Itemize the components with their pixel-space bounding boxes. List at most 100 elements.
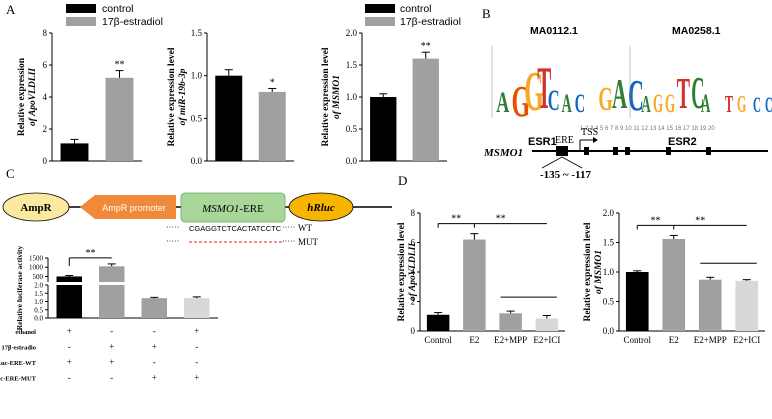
y-axis-label: Relative expression levelof ApoVLDLII [397,222,418,321]
bar-upper [99,266,125,282]
y-tick-label: 8 [43,28,48,38]
x-tick-label: E2 [469,335,479,345]
table-mark: - [68,342,71,352]
panel-label-d: D [398,173,407,188]
x-tick-label: E2 [669,335,679,345]
bar [426,314,450,331]
bar [625,272,649,331]
motif-id-2: MA0258.1 [672,25,721,37]
hrluc-gene [288,192,354,222]
exon [584,147,589,155]
y-tick-label: 0.5 [346,124,358,134]
logo-letter: C [548,84,560,117]
y-axis-label-line2: of MSMO1 [332,75,342,119]
y-tick-label: 2.0 [34,282,43,290]
plasmid-map: AmpR AmpR promoter MSMO1-ERE hRluc ·····… [2,192,392,247]
logo-letter: C [691,67,704,118]
table-mark: + [67,326,72,336]
logo-letter: C [575,88,585,118]
bar [141,298,167,318]
significance-label: ** [421,41,431,52]
y-axis-label-line2: of miR-19b-3p [178,68,188,125]
ere-box [556,146,568,156]
y-tick-label: 4 [43,92,48,102]
table-mark: - [68,373,71,383]
panel-label-a: A [6,2,16,17]
logo-letter: G [512,76,531,126]
msmo1-gene-diagram: MSMO1 ERE TSS -135 ~ -117 [483,127,768,181]
table-mark: + [152,342,157,352]
chart-apovldlii-expression: 0 2 4 6 8 Relative expressionof ApoVLDLII ** [17,28,142,166]
significance-label: ** [651,215,661,226]
significance-label: ** [496,214,506,225]
tss-arrowhead [593,137,598,143]
significance-label: ** [451,214,461,225]
y-tick-label: 500 [33,273,44,281]
motif-logo-esr1: MA0112.1 A G G T C A C G A C 1 2 3 4 5 6… [491,25,715,148]
y-tick-label: 1.5 [191,28,203,38]
x-tick-label: Control [623,335,651,345]
hrluc-label: hRluc [307,202,335,214]
logo-letter: T [677,71,690,119]
x-tick-label: E2+ICI [533,335,560,345]
bar-upper [56,276,82,282]
x-tick-label: Control [424,335,452,345]
legend-a3: control 17β-estradiol [365,3,461,28]
y-tick-label: 1.5 [346,60,358,70]
table-mark: - [195,342,198,352]
table-mark: + [194,373,199,383]
y-tick-label: 1.5 [34,290,43,298]
logo-letter: C [765,93,772,117]
legend-label-control: control [400,3,432,15]
ampr-gene [2,192,70,222]
bar [463,239,486,331]
bar-lower [56,285,82,318]
y-axis-label: Relative expressionof ApoVLDLII [17,57,38,136]
exon [625,147,630,155]
y-axis-label: Relative expression levelof miR-19b-3p [167,47,188,146]
gene-name: MSMO1 [483,147,523,159]
table-mark: + [109,357,114,367]
logo-letter: A [496,87,509,120]
bar [60,143,89,161]
ampr-label: AmpR [20,202,52,214]
mut-dots-right: ····· [282,237,295,246]
bar [535,318,559,331]
ere-label: ERE [555,135,574,146]
y-tick-label: 1.5 [603,238,615,248]
bar [105,77,134,161]
ampr-promoter-arrow [80,195,176,219]
significance-label: ** [86,248,96,259]
logo-positions: 1 2 3 4 5 6 7 8 9 10 11 12 13 14 15 16 1… [580,126,715,132]
y-tick-label: 1.0 [34,298,43,306]
wt-label: WT [298,223,312,233]
y-tick-label: 2 [411,297,416,307]
y-tick-label: 4 [411,267,416,277]
msmo1-ere-box [180,192,286,223]
logo-letter: G [524,61,544,123]
exon [613,147,618,155]
bar [184,298,210,318]
bar-lower [99,285,125,318]
bar [735,280,759,331]
x-tick-label: E2+ICI [733,335,760,345]
y-tick-label: 0.0 [603,326,615,336]
mut-label: MUT [298,237,319,247]
bar [370,97,397,161]
table-mark: + [194,326,199,336]
y-axis-label-line1: Relative expression level [167,47,177,146]
table-mark: + [67,357,72,367]
y-tick-label: 0 [43,156,48,166]
table-mark: + [109,342,114,352]
chart-apovldlii-inhibitors: 0 2 4 6 8 Relative expression levelof ApoVLDL… [397,208,565,345]
significance-label: ** [695,215,705,226]
x-tick-label: E2+MPP [494,335,527,345]
logo-letter: G [598,80,613,117]
y-tick-label: 6 [43,60,48,70]
logo-letter: A [562,88,572,118]
table-mark: - [195,357,198,367]
logo-letter: G [737,92,746,119]
significance-label: * [270,77,275,88]
